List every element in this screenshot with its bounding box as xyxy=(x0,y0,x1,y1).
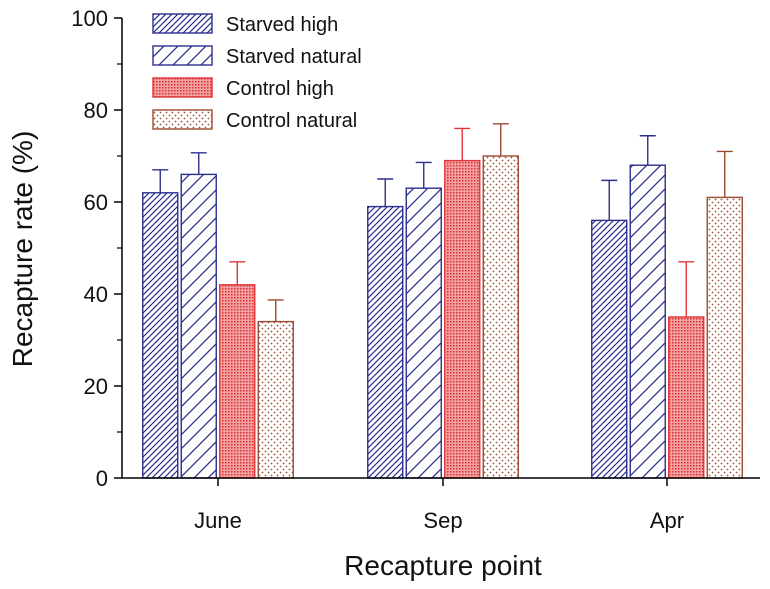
bar xyxy=(219,284,256,479)
y-tick-label: 100 xyxy=(71,6,108,31)
x-tick-label: Sep xyxy=(423,508,462,533)
plot-area xyxy=(142,123,743,479)
legend: Starved high Starved natural Control high C… xyxy=(152,13,362,132)
legend-swatch xyxy=(152,45,213,66)
bar xyxy=(142,192,179,479)
bar xyxy=(180,173,217,479)
bar xyxy=(629,164,666,479)
bar xyxy=(482,155,519,479)
bar xyxy=(444,159,481,479)
x-tick-label: June xyxy=(194,508,242,533)
y-axis-title: Recapture rate (%) xyxy=(7,131,38,368)
bar xyxy=(591,219,628,479)
y-tick-label: 20 xyxy=(84,374,108,399)
legend-label: Starved high xyxy=(226,14,338,36)
bar xyxy=(257,320,294,479)
bar xyxy=(706,196,743,479)
y-tick-label: 60 xyxy=(84,190,108,215)
x-tick-label: Apr xyxy=(650,508,684,533)
legend-swatch xyxy=(152,109,213,130)
legend-label: Starved natural xyxy=(226,46,362,68)
bar xyxy=(668,316,705,479)
legend-label: Control high xyxy=(226,78,334,100)
legend-swatch xyxy=(152,13,213,34)
legend-label: Control natural xyxy=(226,110,357,132)
x-axis: June Sep Apr xyxy=(122,477,760,533)
x-axis-title: Recapture point xyxy=(344,550,542,581)
y-axis: 0 20 40 60 80 100 xyxy=(71,6,123,491)
y-tick-label: 80 xyxy=(84,98,108,123)
legend-swatch xyxy=(152,77,213,98)
bar xyxy=(367,205,404,479)
y-tick-label: 40 xyxy=(84,282,108,307)
bar xyxy=(405,187,442,479)
y-tick-label: 0 xyxy=(96,466,108,491)
